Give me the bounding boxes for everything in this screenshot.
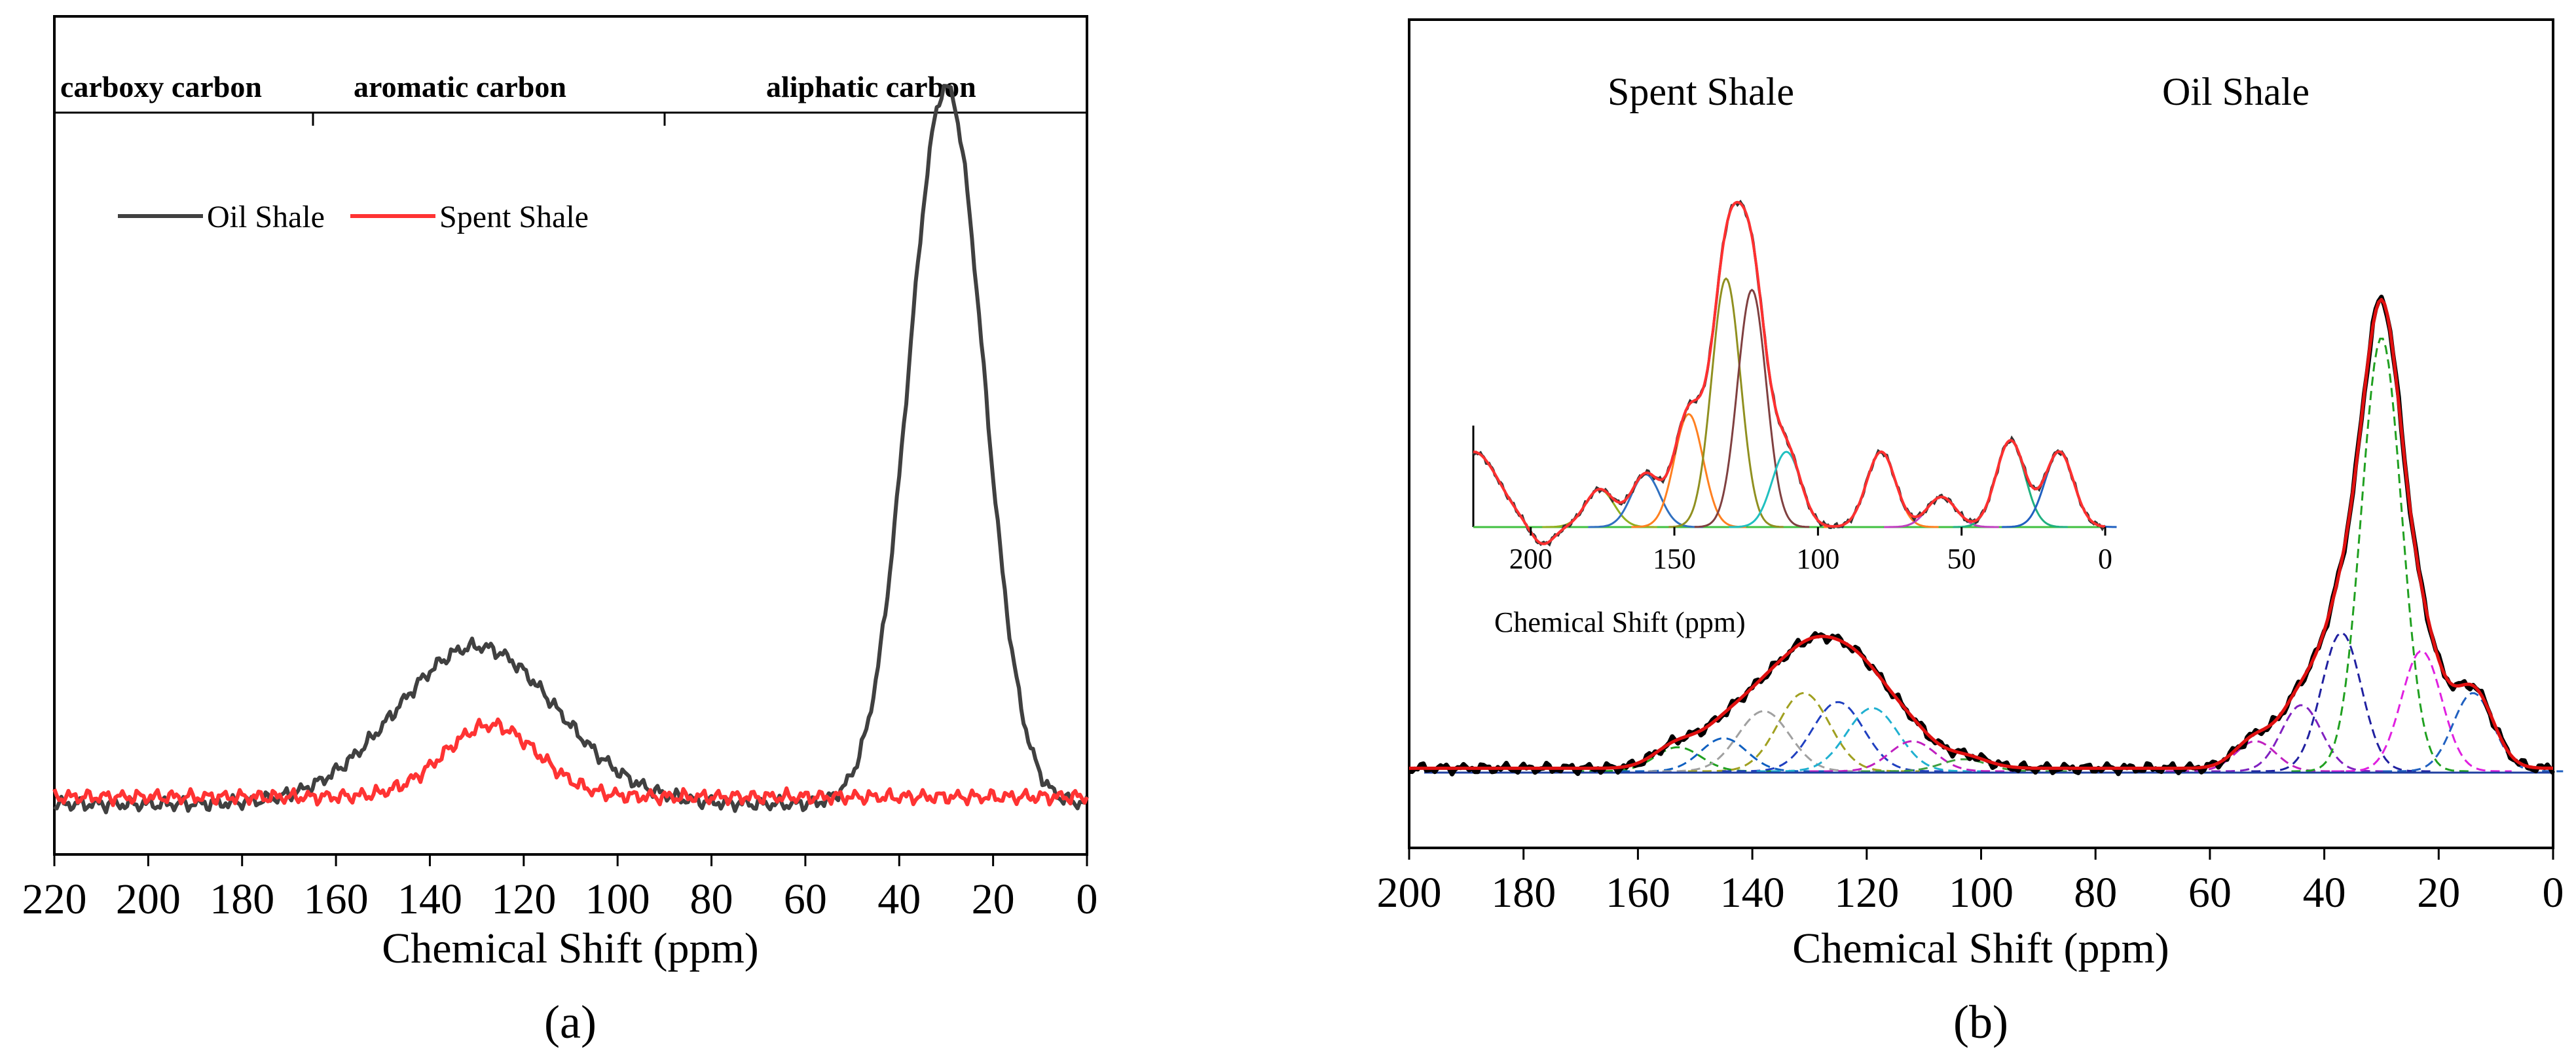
chart-b-components	[1575, 337, 2564, 773]
chart-a-legend: Oil Shale Spent Shale	[118, 200, 589, 234]
fit-component-curve	[1687, 692, 1920, 773]
chart-a-x-tick-label: 40	[877, 875, 921, 923]
fit-component-curve	[1722, 701, 1954, 773]
chart-a-x-tick-label: 180	[210, 875, 274, 923]
chart-b-x-tick-label: 20	[2417, 869, 2460, 917]
chart-a: carboxy carbon aromatic carbon aliphatic…	[22, 15, 1098, 1048]
inset-x-tick-label: 0	[2098, 543, 2112, 575]
chart-a-x-axis-title: Chemical Shift (ppm)	[382, 925, 759, 972]
chart-a-x-tick-label: 220	[22, 875, 87, 923]
chart-a-x-tick-label: 60	[784, 875, 827, 923]
chart-a-region-aromatic: aromatic carbon	[354, 70, 566, 103]
chart-b-x-tick-label: 40	[2303, 869, 2346, 917]
inset-fit-component-curve	[1694, 288, 1810, 528]
chart-b-x-tick-label: 160	[1606, 869, 1670, 917]
chart-a-x-tick-label: 160	[304, 875, 369, 923]
chart-a-frame	[53, 15, 1088, 856]
inset-fit-component-curve	[1953, 439, 2069, 528]
fit-component-curve	[2291, 337, 2472, 773]
inset-fit-component-curve	[1631, 412, 1746, 528]
series-line-spent-shale	[52, 717, 1089, 807]
inset-x-tick-label: 100	[1796, 543, 1839, 575]
inset-fit-component-curve	[2002, 450, 2117, 528]
inset-x-tick-label: 150	[1653, 543, 1696, 575]
inset-series-line-experimental	[1472, 199, 2106, 547]
fit-component-curve	[2383, 692, 2564, 773]
chart-a-x-tick-label: 200	[116, 875, 181, 923]
chart-b-x-tick-label: 80	[2074, 869, 2117, 917]
chart-a-x-tick-label: 140	[397, 875, 462, 923]
panel-a-label: (a)	[544, 996, 597, 1048]
fit-component-curve	[1756, 707, 1989, 773]
chart-b-inset: 200 150 100 50 0 Chemical Shift (ppm)	[1472, 199, 2117, 638]
fit-component-curve	[2331, 650, 2512, 773]
chart-b-x-tick-label: 60	[2188, 869, 2232, 917]
chart-b-x-tick-label: 120	[1834, 869, 1899, 917]
chart-b-x-tick-label: 0	[2543, 869, 2564, 917]
inset-fit-component-curve	[1668, 277, 1784, 528]
inset-fit-component-curve	[1542, 488, 1657, 528]
fit-component-curve	[1809, 740, 2015, 773]
chart-b-x-tick-label: 140	[1720, 869, 1785, 917]
annotation-spent-shale: Spent Shale	[1608, 70, 1794, 113]
annotation-oil-shale: Oil Shale	[2162, 70, 2309, 113]
chart-a-region-carboxy: carboxy carbon	[60, 70, 262, 103]
inset-components	[1542, 277, 2117, 528]
inset-x-axis-title: Chemical Shift (ppm)	[1494, 606, 1746, 638]
panel-b-label: (b)	[1953, 996, 2008, 1048]
fit-component-curve	[1575, 746, 1781, 773]
chart-a-x-tick-label: 20	[972, 875, 1015, 923]
series-line-oil-shale-fit	[1409, 297, 2554, 770]
inset-x-tick-label: 50	[1947, 543, 1976, 575]
chart-a-x-tick-label: 120	[491, 875, 556, 923]
series-line-oil-shale-experimental	[1408, 295, 2556, 777]
chart-b-x-axis: 200 180 160 140 120 100 80 60 40 20 0	[1377, 848, 2564, 917]
chart-b-x-tick-label: 200	[1377, 869, 1442, 917]
chart-a-x-axis: 220 200 180 160 140 120 100 80 60 40 20 0	[22, 854, 1098, 923]
chart-a-x-tick-label: 100	[585, 875, 650, 923]
fit-component-curve	[2211, 704, 2392, 773]
series-line-oil-shale	[53, 84, 1089, 815]
fit-component-curve	[2165, 740, 2346, 773]
chart-b-x-axis-title: Chemical Shift (ppm)	[1792, 925, 2169, 972]
chart-b-x-tick-label: 100	[1949, 869, 2014, 917]
chart-a-x-tick-label: 0	[1076, 875, 1098, 923]
inset-x-axis: 200 150 100 50 0	[1509, 527, 2112, 575]
legend-label-spent-shale: Spent Shale	[439, 200, 589, 234]
inset-x-tick-label: 200	[1509, 543, 1553, 575]
fit-component-curve	[2251, 632, 2432, 773]
legend-label-oil-shale: Oil Shale	[207, 200, 325, 234]
chart-b-frame	[1408, 18, 2554, 849]
chart-b: Spent Shale Oil Shale 200 150 100 50 0 Chemi…	[1377, 18, 2564, 1048]
chart-a-x-tick-label: 80	[690, 875, 733, 923]
inset-series-line-fit	[1473, 200, 2106, 545]
chart-b-x-tick-label: 180	[1491, 869, 1556, 917]
inset-fit-component-curve	[1588, 473, 1703, 528]
